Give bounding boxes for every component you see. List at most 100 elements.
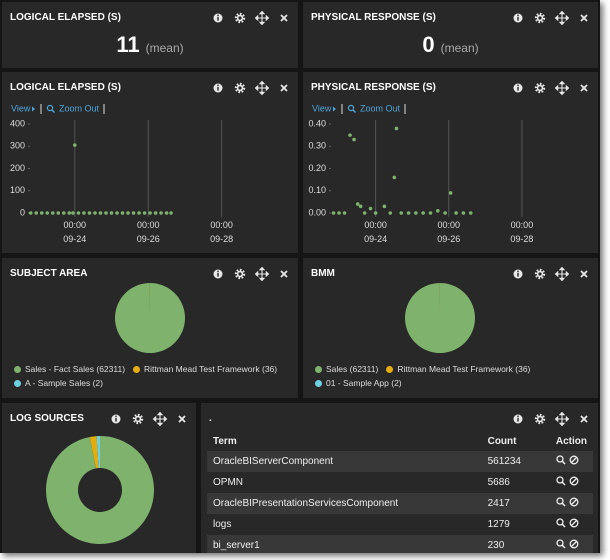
zoom-handle — [352, 109, 356, 113]
settings-icon[interactable] — [234, 12, 246, 24]
x-tick-label-line: 09-28 — [210, 234, 233, 244]
gear-body — [134, 415, 142, 423]
y-tick-label: 0.20 — [308, 163, 326, 173]
legend: Sales - Fact Sales (62311) Rittman Mead T… — [14, 362, 290, 390]
pie-slice — [89, 436, 99, 469]
exclude-icon[interactable] — [569, 497, 579, 507]
close-icon[interactable] — [280, 270, 288, 278]
view-link[interactable]: View — [11, 103, 31, 113]
exclude-slash — [570, 499, 577, 505]
view-link[interactable]: View — [312, 103, 332, 113]
legend-item[interactable]: Rittman Mead Test Framework (36) — [133, 362, 277, 376]
info-dot — [517, 14, 519, 16]
info-stem — [217, 16, 219, 21]
exclude-icon[interactable] — [569, 476, 579, 486]
settings-icon[interactable] — [534, 82, 546, 94]
move-icon[interactable] — [152, 412, 168, 426]
point — [28, 211, 33, 215]
info-icon[interactable] — [213, 83, 223, 93]
settings-icon[interactable] — [534, 268, 546, 280]
settings-icon[interactable] — [534, 413, 546, 425]
chart-controls: View Zoom Out — [312, 103, 406, 114]
exclude-ring — [569, 539, 579, 549]
y-tick-label: 100 — [10, 185, 25, 195]
filter-lens — [556, 539, 564, 547]
move-arrows — [254, 267, 270, 281]
legend-item[interactable]: 01 - Sample App (2) — [315, 376, 402, 390]
actions — [556, 497, 579, 507]
action-cell — [549, 493, 593, 514]
close-icon[interactable] — [580, 415, 588, 423]
filter-icon[interactable] — [556, 476, 566, 486]
chart-controls: View Zoom Out — [11, 103, 105, 114]
filter-handle — [561, 481, 566, 486]
panel-tools — [513, 11, 588, 25]
filter-icon[interactable] — [556, 518, 566, 528]
info-dot — [217, 84, 219, 86]
y-tick-label: 0.30 — [308, 141, 326, 151]
x-tick-label: 00:00 09-26 — [437, 220, 460, 244]
close-icon[interactable] — [178, 415, 186, 423]
metric: 0 (mean) — [303, 32, 598, 58]
metric-unit: (mean) — [440, 41, 479, 55]
legend-item[interactable]: A - Sample Sales (2) — [14, 376, 103, 390]
close-cross — [580, 415, 588, 423]
filter-icon[interactable] — [556, 455, 566, 465]
move-icon[interactable] — [554, 81, 570, 95]
filter-icon[interactable] — [556, 497, 566, 507]
x-tick-label-line: 09-28 — [510, 234, 533, 244]
move-icon[interactable] — [554, 11, 570, 25]
info-icon[interactable] — [111, 414, 121, 424]
point — [436, 208, 440, 213]
point — [414, 211, 418, 215]
info-icon[interactable] — [513, 83, 523, 93]
move-arrows — [554, 81, 570, 95]
zoom-out-link[interactable]: Zoom Out — [360, 103, 401, 113]
count-cell: 5686 — [487, 477, 510, 488]
table-row: OracleBIPresentationServicesComponent 241… — [207, 493, 593, 514]
exclude-icon[interactable] — [569, 455, 579, 465]
info-dot — [115, 415, 117, 417]
legend-count: (62311) — [96, 364, 126, 374]
exclude-icon[interactable] — [569, 539, 579, 549]
panel: SUBJECT AREA Sales - Fact Sales (62311) Ri… — [2, 258, 298, 398]
settings-icon[interactable] — [534, 12, 546, 24]
settings-icon[interactable] — [234, 268, 246, 280]
move-icon[interactable] — [254, 267, 270, 281]
info-icon[interactable] — [513, 414, 523, 424]
legend-item[interactable]: Rittman Mead Test Framework (36) — [386, 362, 530, 376]
move-icon[interactable] — [554, 267, 570, 281]
legend-name: Sales — [326, 364, 348, 374]
legend-item[interactable]: Sales (62311) — [315, 362, 378, 376]
legend-dot — [315, 366, 322, 373]
filter-lens — [556, 518, 564, 526]
info-icon[interactable] — [213, 13, 223, 23]
x-tick-label: 00:00 09-26 — [137, 220, 160, 244]
point — [126, 211, 130, 215]
term-cell: logs — [213, 519, 232, 530]
legend-item[interactable]: Sales - Fact Sales (62311) — [14, 362, 125, 376]
close-icon[interactable] — [580, 270, 588, 278]
filter-icon[interactable] — [556, 539, 566, 549]
point — [169, 211, 173, 215]
legend-dot — [133, 366, 141, 373]
move-icon[interactable] — [254, 11, 270, 25]
close-icon[interactable] — [580, 84, 588, 92]
info-icon[interactable] — [513, 13, 523, 23]
settings-icon[interactable] — [132, 413, 144, 425]
pie-slice — [114, 283, 185, 353]
settings-icon[interactable] — [234, 82, 246, 94]
zoom-out-link[interactable]: Zoom Out — [59, 103, 100, 113]
move-icon[interactable] — [254, 81, 270, 95]
panel: PHYSICAL RESPONSE (S) View Zoom Out 0.00 0.1… — [303, 72, 598, 253]
close-icon[interactable] — [280, 14, 288, 22]
close-icon[interactable] — [280, 84, 288, 92]
x-tick-label-line: 00:00 — [511, 220, 534, 230]
close-icon[interactable] — [580, 14, 588, 22]
info-icon[interactable] — [213, 269, 223, 279]
chart: View Zoom Out 0.00 0.10 0.20 0.30 0.40 00:00 09-… — [308, 103, 534, 244]
gear-teeth — [234, 268, 246, 280]
move-icon[interactable] — [554, 412, 570, 426]
info-icon[interactable] — [513, 269, 523, 279]
exclude-icon[interactable] — [569, 518, 579, 528]
